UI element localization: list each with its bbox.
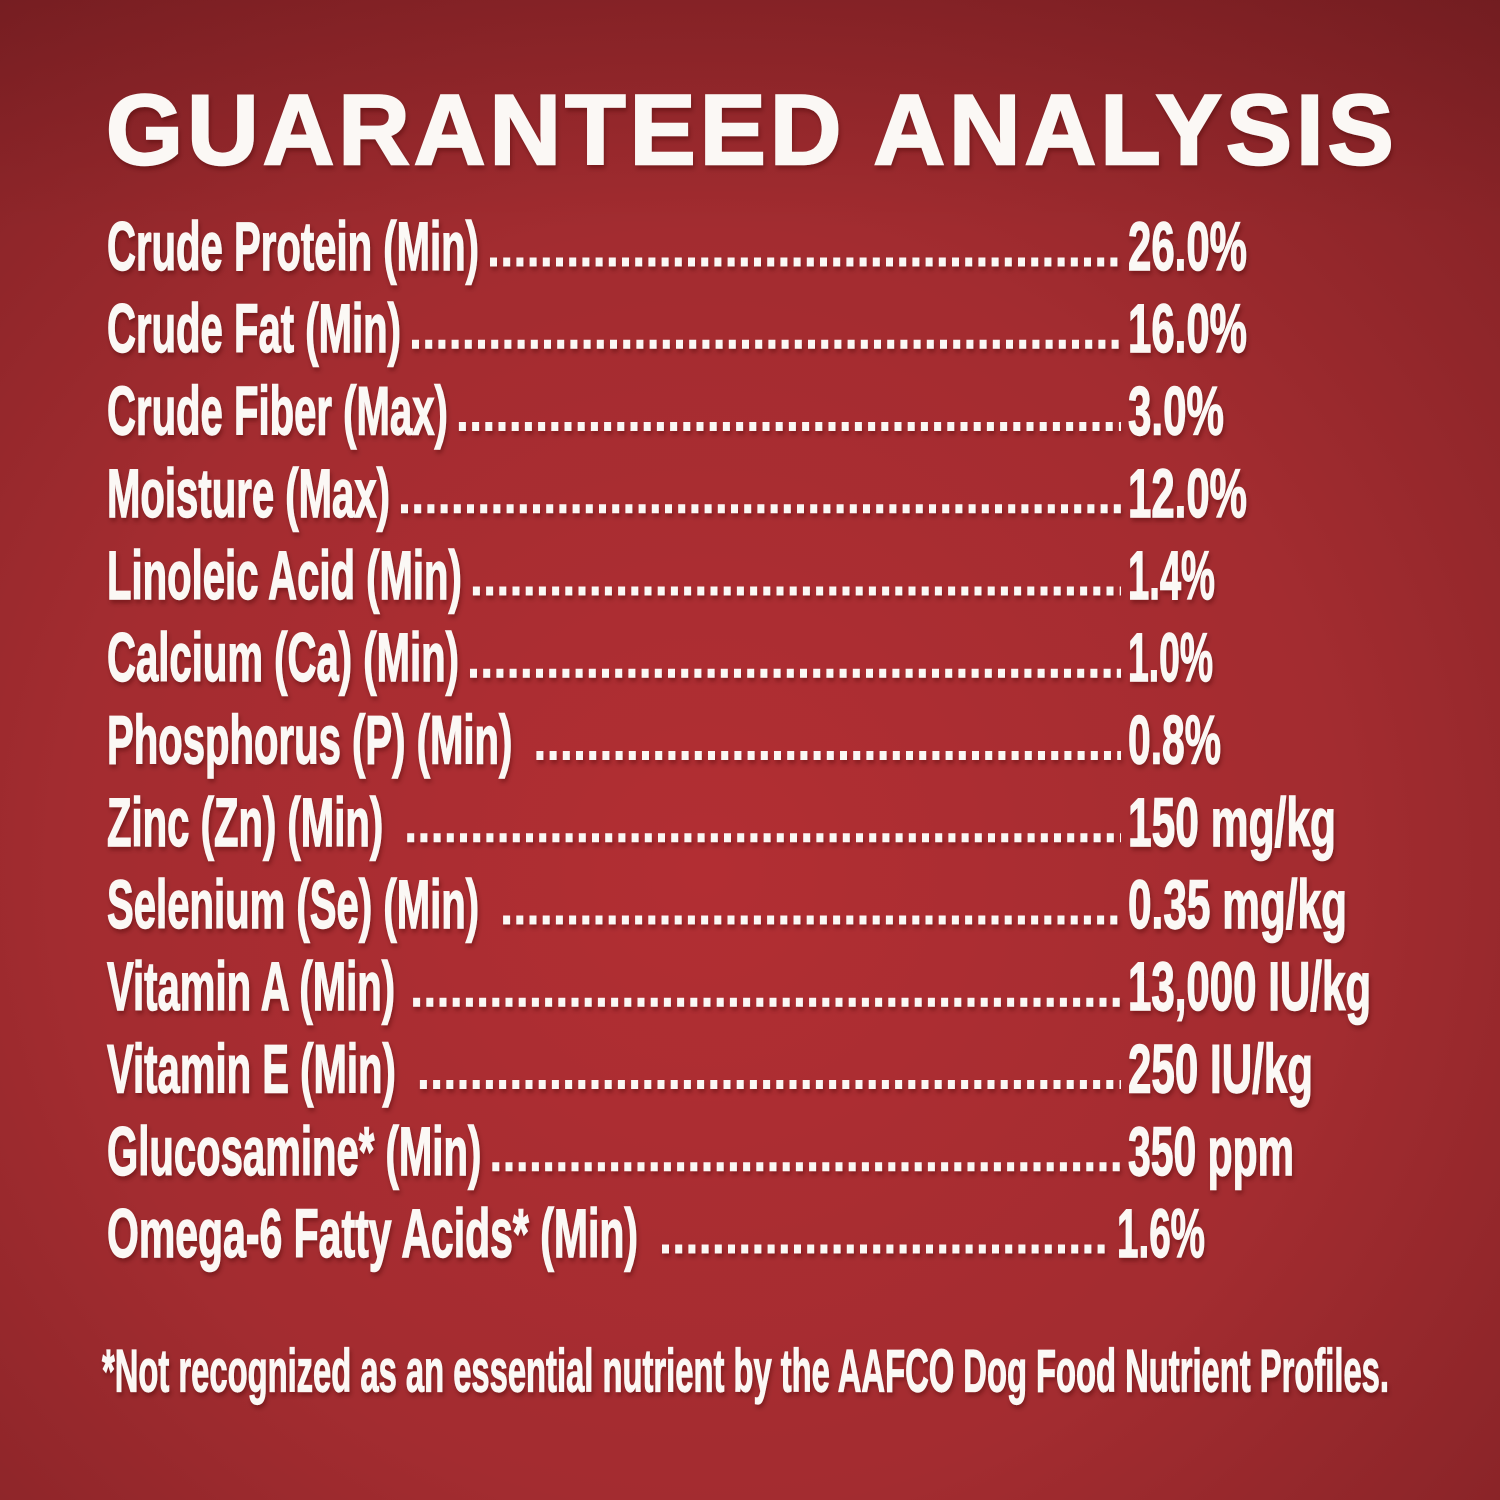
svg-text:Crude Fat (Min): Crude Fat (Min) bbox=[107, 290, 401, 367]
svg-text:Zinc (Zn) (Min): Zinc (Zn) (Min) bbox=[107, 784, 383, 861]
svg-text:26.0%: 26.0% bbox=[1128, 208, 1247, 285]
svg-text:0.35 mg/kg: 0.35 mg/kg bbox=[1128, 866, 1347, 943]
svg-text:Omega-6 Fatty Acids* (Min): Omega-6 Fatty Acids* (Min) bbox=[107, 1195, 638, 1272]
svg-text:*Not recognized as an essentia: *Not recognized as an essential nutrient… bbox=[102, 1338, 1389, 1405]
svg-text:Vitamin E (Min): Vitamin E (Min) bbox=[107, 1031, 396, 1108]
svg-text:16.0%: 16.0% bbox=[1128, 290, 1247, 367]
svg-text:Linoleic Acid (Min): Linoleic Acid (Min) bbox=[107, 537, 462, 614]
svg-text:13,000 IU/kg: 13,000 IU/kg bbox=[1128, 948, 1371, 1025]
svg-text:Glucosamine* (Min): Glucosamine* (Min) bbox=[107, 1113, 481, 1190]
svg-text:GUARANTEED ANALYSIS: GUARANTEED ANALYSIS bbox=[106, 74, 1398, 185]
svg-text:12.0%: 12.0% bbox=[1128, 455, 1247, 532]
svg-text:350 ppm: 350 ppm bbox=[1128, 1113, 1294, 1190]
svg-text:Moisture (Max): Moisture (Max) bbox=[107, 455, 390, 532]
svg-text:0.8%: 0.8% bbox=[1128, 702, 1221, 779]
svg-text:1.6%: 1.6% bbox=[1117, 1195, 1205, 1272]
svg-text:Vitamin A (Min): Vitamin A (Min) bbox=[107, 948, 395, 1025]
svg-text:250 IU/kg: 250 IU/kg bbox=[1128, 1031, 1313, 1108]
svg-text:Phosphorus (P) (Min): Phosphorus (P) (Min) bbox=[107, 702, 512, 779]
svg-text:150 mg/kg: 150 mg/kg bbox=[1128, 784, 1336, 861]
svg-text:Selenium (Se) (Min): Selenium (Se) (Min) bbox=[107, 866, 479, 943]
svg-text:3.0%: 3.0% bbox=[1128, 373, 1224, 450]
svg-text:1.4%: 1.4% bbox=[1128, 537, 1215, 614]
svg-text:Calcium (Ca) (Min): Calcium (Ca) (Min) bbox=[107, 619, 459, 696]
svg-text:Crude Fiber (Max): Crude Fiber (Max) bbox=[107, 373, 448, 450]
svg-text:1.0%: 1.0% bbox=[1128, 619, 1213, 696]
svg-text:Crude Protein (Min): Crude Protein (Min) bbox=[107, 208, 479, 285]
